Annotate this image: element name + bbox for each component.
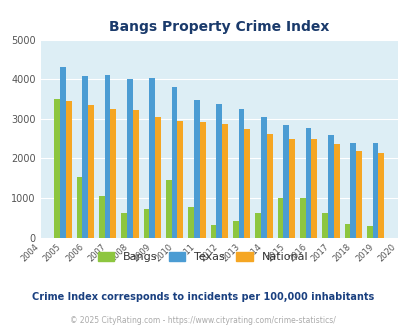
Bar: [177, 121, 183, 238]
Bar: [210, 225, 216, 238]
Bar: [194, 100, 199, 238]
Bar: [82, 76, 88, 238]
Bar: [54, 99, 60, 238]
Text: Crime Index corresponds to incidents per 100,000 inhabitants: Crime Index corresponds to incidents per…: [32, 292, 373, 302]
Bar: [88, 105, 94, 238]
Bar: [222, 123, 227, 238]
Bar: [283, 125, 288, 238]
Bar: [143, 209, 149, 238]
Legend: Bangs, Texas, National: Bangs, Texas, National: [93, 248, 312, 267]
Bar: [216, 104, 222, 238]
Bar: [199, 122, 205, 238]
Bar: [333, 144, 339, 238]
Bar: [188, 207, 194, 238]
Bar: [322, 214, 327, 238]
Bar: [277, 198, 283, 238]
Title: Bangs Property Crime Index: Bangs Property Crime Index: [109, 20, 328, 34]
Bar: [260, 117, 266, 238]
Bar: [299, 198, 305, 238]
Bar: [127, 79, 132, 238]
Bar: [99, 196, 104, 238]
Bar: [238, 109, 244, 238]
Bar: [132, 110, 138, 238]
Bar: [110, 109, 116, 238]
Bar: [266, 134, 272, 238]
Bar: [104, 75, 110, 238]
Bar: [77, 178, 82, 238]
Bar: [232, 221, 238, 238]
Bar: [149, 78, 155, 238]
Bar: [350, 143, 355, 238]
Bar: [60, 67, 66, 238]
Bar: [255, 214, 260, 238]
Bar: [372, 143, 377, 238]
Bar: [121, 213, 127, 238]
Bar: [288, 139, 294, 238]
Bar: [366, 226, 372, 238]
Bar: [166, 180, 171, 238]
Bar: [244, 129, 249, 238]
Bar: [305, 127, 311, 238]
Bar: [311, 139, 316, 238]
Bar: [377, 153, 383, 238]
Bar: [66, 101, 71, 238]
Bar: [171, 87, 177, 238]
Bar: [155, 117, 160, 238]
Bar: [344, 224, 350, 238]
Bar: [327, 135, 333, 238]
Text: © 2025 CityRating.com - https://www.cityrating.com/crime-statistics/: © 2025 CityRating.com - https://www.city…: [70, 315, 335, 325]
Bar: [355, 151, 361, 238]
